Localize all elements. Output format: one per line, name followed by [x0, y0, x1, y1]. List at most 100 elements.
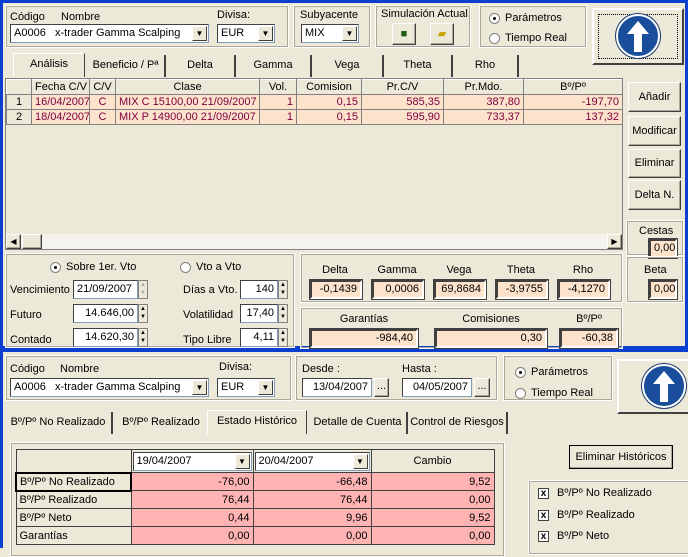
- total-value: -60,38: [560, 329, 618, 348]
- tab-theta[interactable]: Theta: [384, 55, 453, 77]
- check-no-realizado[interactable]: x Bº/Pº No Realizado: [538, 487, 652, 499]
- check-neto[interactable]: x Bº/Pº Neto: [538, 530, 609, 542]
- hasta-input[interactable]: 04/05/2007: [402, 378, 472, 397]
- vencimiento-spinner[interactable]: ▲ ▼: [138, 280, 148, 299]
- radio-icon: [50, 261, 61, 273]
- row-number: 1: [6, 94, 32, 110]
- divisa-combo[interactable]: EUR ▼: [217, 24, 275, 43]
- up-arrow-button[interactable]: [592, 8, 684, 65]
- cell-comision: 0,15: [296, 109, 362, 125]
- radio-label: Tiempo Real: [505, 32, 567, 44]
- cell: 9,52: [370, 472, 495, 491]
- table-row[interactable]: Garantías 0,00 0,00 0,00: [15, 526, 495, 545]
- desde-input[interactable]: 13/04/2007: [302, 378, 372, 397]
- tab-control-riesgos[interactable]: Control de Riesgos: [408, 412, 508, 434]
- radio-parametros[interactable]: Parámetros: [515, 366, 588, 378]
- tab-beneficio[interactable]: Beneficio / Pª: [87, 55, 166, 77]
- scroll-left-icon[interactable]: ◀: [6, 234, 21, 249]
- eliminar-historicos-button[interactable]: Eliminar Históricos: [569, 445, 673, 469]
- table-row[interactable]: Bº/Pº Neto 0,44 9,96 9,52: [15, 508, 495, 527]
- divisa-combo[interactable]: EUR ▼: [217, 378, 275, 397]
- col-header[interactable]: Fecha C/V: [31, 79, 90, 95]
- tab-rho[interactable]: Rho: [453, 55, 519, 77]
- dias-spinner[interactable]: ▲ ▼: [278, 280, 288, 299]
- subyacente-label: Subyacente: [300, 9, 359, 21]
- simulacion-label: Simulación Actual: [381, 8, 468, 20]
- history-table: 19/04/2007 ▼ 20/04/2007 ▼ Cambio Bº/Pº No …: [15, 449, 495, 545]
- tab-detalle-cuenta[interactable]: Detalle de Cuenta: [309, 412, 408, 434]
- tab-realizado[interactable]: Bº/Pº Realizado: [122, 416, 200, 428]
- radio-sobre-vto[interactable]: Sobre 1er. Vto: [50, 261, 136, 273]
- col-header[interactable]: Pr.C/V: [361, 79, 444, 95]
- contado-input[interactable]: 14.620,30: [73, 328, 138, 347]
- up-arrow-button[interactable]: [617, 359, 688, 414]
- tab-analisis[interactable]: Análisis: [13, 53, 85, 77]
- col-header[interactable]: Clase: [115, 79, 260, 95]
- tipo-spinner[interactable]: ▲ ▼: [278, 328, 288, 347]
- chevron-down-icon[interactable]: ▼: [352, 453, 368, 469]
- contado-spinner[interactable]: ▲ ▼: [138, 328, 148, 347]
- futuro-spinner[interactable]: ▲ ▼: [138, 304, 148, 323]
- table-row[interactable]: 2 18/04/2007 C MIX P 14900,00 21/09/2007…: [6, 109, 623, 125]
- volatilidad-spinner[interactable]: ▲ ▼: [278, 304, 288, 323]
- volatilidad-input[interactable]: 17,40: [240, 304, 278, 323]
- futuro-input[interactable]: 14.646,00: [73, 304, 138, 323]
- tab-vega[interactable]: Vega: [312, 55, 384, 77]
- cell: -66,48: [252, 472, 372, 491]
- greek-value: -0,1439: [310, 280, 362, 299]
- open-button[interactable]: ▰: [430, 23, 454, 45]
- chevron-down-icon[interactable]: ▼: [192, 380, 207, 395]
- tipo-input[interactable]: 4,11: [240, 328, 278, 347]
- add-button[interactable]: Añadir: [628, 82, 681, 112]
- cell-prcv: 595,90: [361, 109, 444, 125]
- date1-combo[interactable]: 19/04/2007 ▼: [132, 451, 252, 471]
- table-row[interactable]: Bº/Pº Realizado 76,44 76,44 0,00: [15, 490, 495, 509]
- date2-combo[interactable]: 20/04/2007 ▼: [254, 451, 370, 471]
- table-row[interactable]: Bº/Pº No Realizado -76,00 -66,48 9,52: [15, 471, 495, 492]
- total-label: Garantías: [339, 313, 389, 325]
- radio-tiempo-real[interactable]: Tiempo Real: [489, 32, 567, 44]
- cell: 0,00: [252, 526, 372, 545]
- tab-gamma[interactable]: Gamma: [236, 55, 312, 77]
- chevron-down-icon[interactable]: ▼: [258, 380, 273, 395]
- col-header[interactable]: C/V: [89, 79, 116, 95]
- vencimiento-input[interactable]: 21/09/2007: [73, 280, 138, 299]
- col-header[interactable]: [6, 79, 32, 95]
- dias-input[interactable]: 140: [240, 280, 278, 299]
- delete-button[interactable]: Eliminar: [628, 149, 681, 178]
- hasta-picker-button[interactable]: ...: [474, 378, 490, 397]
- radio-label: Parámetros: [531, 366, 588, 378]
- modify-button[interactable]: Modificar: [628, 116, 681, 146]
- col-header[interactable]: Pr.Mdo.: [443, 79, 524, 95]
- check-realizado[interactable]: x Bº/Pº Realizado: [538, 509, 635, 521]
- table-row[interactable]: 1 16/04/2007 C MIX C 15100,00 21/09/2007…: [6, 94, 623, 110]
- chevron-down-icon[interactable]: ▼: [342, 26, 357, 41]
- radio-vto-a-vto[interactable]: Vto a Vto: [180, 261, 241, 273]
- delta-n-button[interactable]: Delta N.: [628, 180, 681, 210]
- chevron-down-icon[interactable]: ▼: [258, 26, 273, 41]
- name-combo[interactable]: A0006 x-trader Gamma Scalping ▼: [10, 24, 209, 43]
- radio-tiempo-real[interactable]: Tiempo Real: [515, 387, 593, 399]
- horizontal-scrollbar[interactable]: ◀ ▶: [6, 234, 622, 249]
- tab-no-realizado[interactable]: Bº/Pº No Realizado: [5, 412, 113, 434]
- tab-delta[interactable]: Delta: [166, 55, 236, 77]
- total-label: Bº/Pº: [576, 313, 602, 325]
- desde-picker-button[interactable]: ...: [374, 378, 389, 397]
- desde-label: Desde :: [302, 363, 340, 375]
- col-header[interactable]: Vol.: [259, 79, 297, 95]
- tab-estado-historico[interactable]: Estado Histórico: [207, 410, 307, 434]
- chevron-down-icon[interactable]: ▼: [192, 26, 207, 41]
- scroll-right-icon[interactable]: ▶: [607, 234, 622, 249]
- chevron-down-icon[interactable]: ▼: [234, 453, 250, 469]
- name-combo[interactable]: A0006 x-trader Gamma Scalping ▼: [10, 378, 209, 397]
- check-label: Bº/Pº Neto: [557, 530, 610, 542]
- col-header[interactable]: Bº/Pº: [523, 79, 623, 95]
- save-button[interactable]: ■: [392, 23, 416, 45]
- analysis-window: Código Nombre Divisa: A0006 x-trader Gam…: [0, 0, 688, 349]
- codigo-label: Código: [10, 11, 45, 23]
- subyacente-combo[interactable]: MIX ▼: [301, 24, 359, 43]
- col-header[interactable]: Comision: [296, 79, 362, 95]
- radio-parametros[interactable]: Parámetros: [489, 12, 562, 24]
- cell: 0,44: [130, 508, 254, 527]
- scroll-thumb[interactable]: [22, 234, 42, 249]
